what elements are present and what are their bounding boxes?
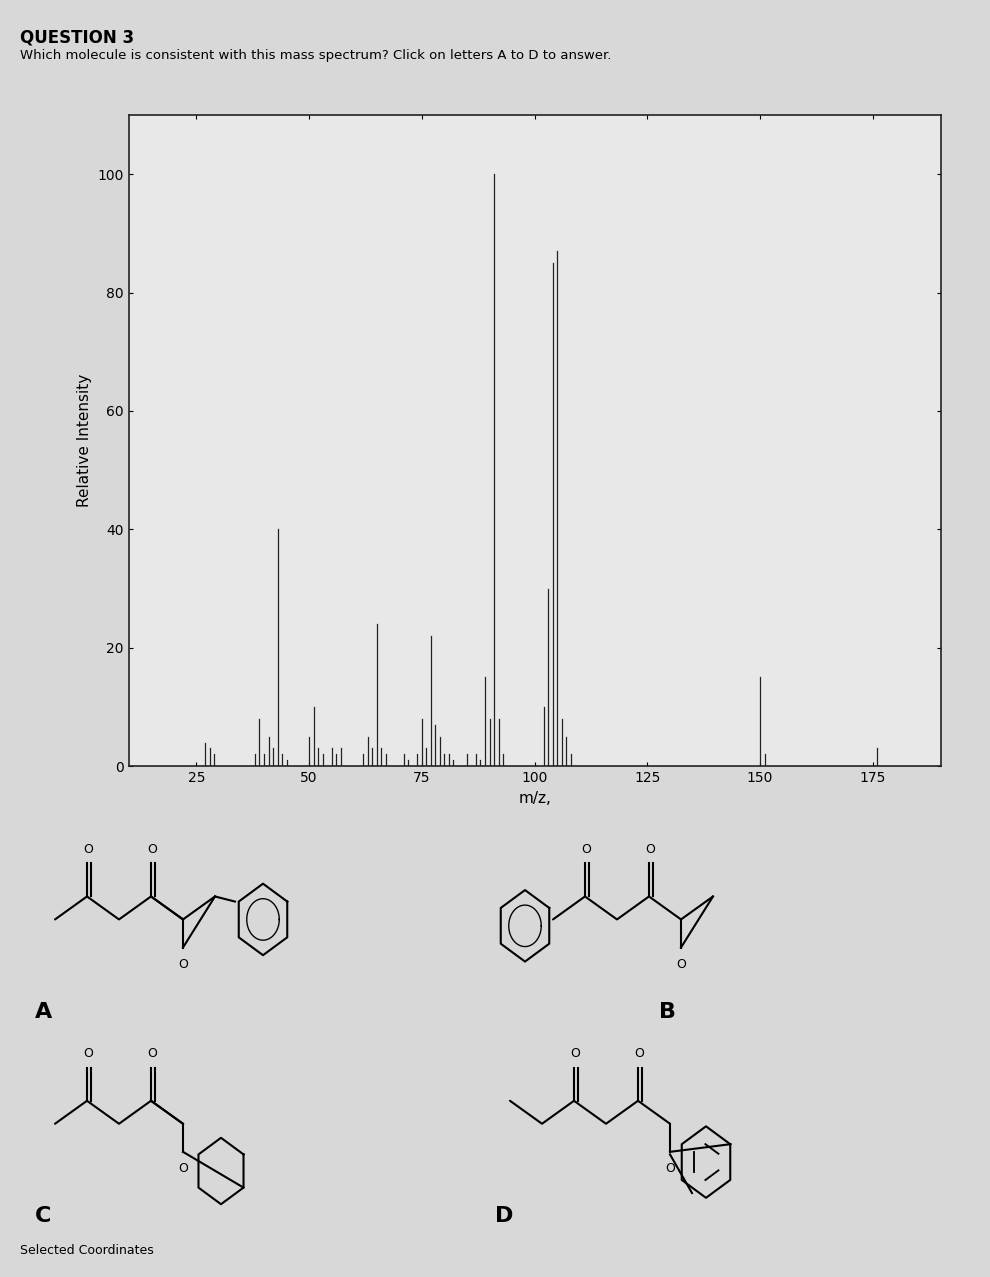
- Text: B: B: [659, 1001, 676, 1022]
- Text: O: O: [83, 1047, 93, 1060]
- Text: O: O: [178, 1162, 188, 1175]
- Text: O: O: [676, 958, 686, 971]
- Text: O: O: [148, 1047, 157, 1060]
- Text: A: A: [35, 1001, 52, 1022]
- Text: O: O: [635, 1047, 644, 1060]
- Text: QUESTION 3: QUESTION 3: [20, 28, 134, 46]
- Text: O: O: [581, 843, 591, 856]
- Text: O: O: [645, 843, 655, 856]
- Text: Which molecule is consistent with this mass spectrum? Click on letters A to D to: Which molecule is consistent with this m…: [20, 49, 611, 61]
- Text: O: O: [148, 843, 157, 856]
- Text: C: C: [35, 1205, 51, 1226]
- X-axis label: m/z,: m/z,: [518, 790, 551, 806]
- Y-axis label: Relative Intensity: Relative Intensity: [77, 374, 92, 507]
- Text: O: O: [83, 843, 93, 856]
- Text: O: O: [178, 958, 188, 971]
- Text: D: D: [495, 1205, 514, 1226]
- Text: O: O: [570, 1047, 580, 1060]
- Text: Selected Coordinates: Selected Coordinates: [20, 1244, 153, 1257]
- Text: O: O: [665, 1162, 675, 1175]
